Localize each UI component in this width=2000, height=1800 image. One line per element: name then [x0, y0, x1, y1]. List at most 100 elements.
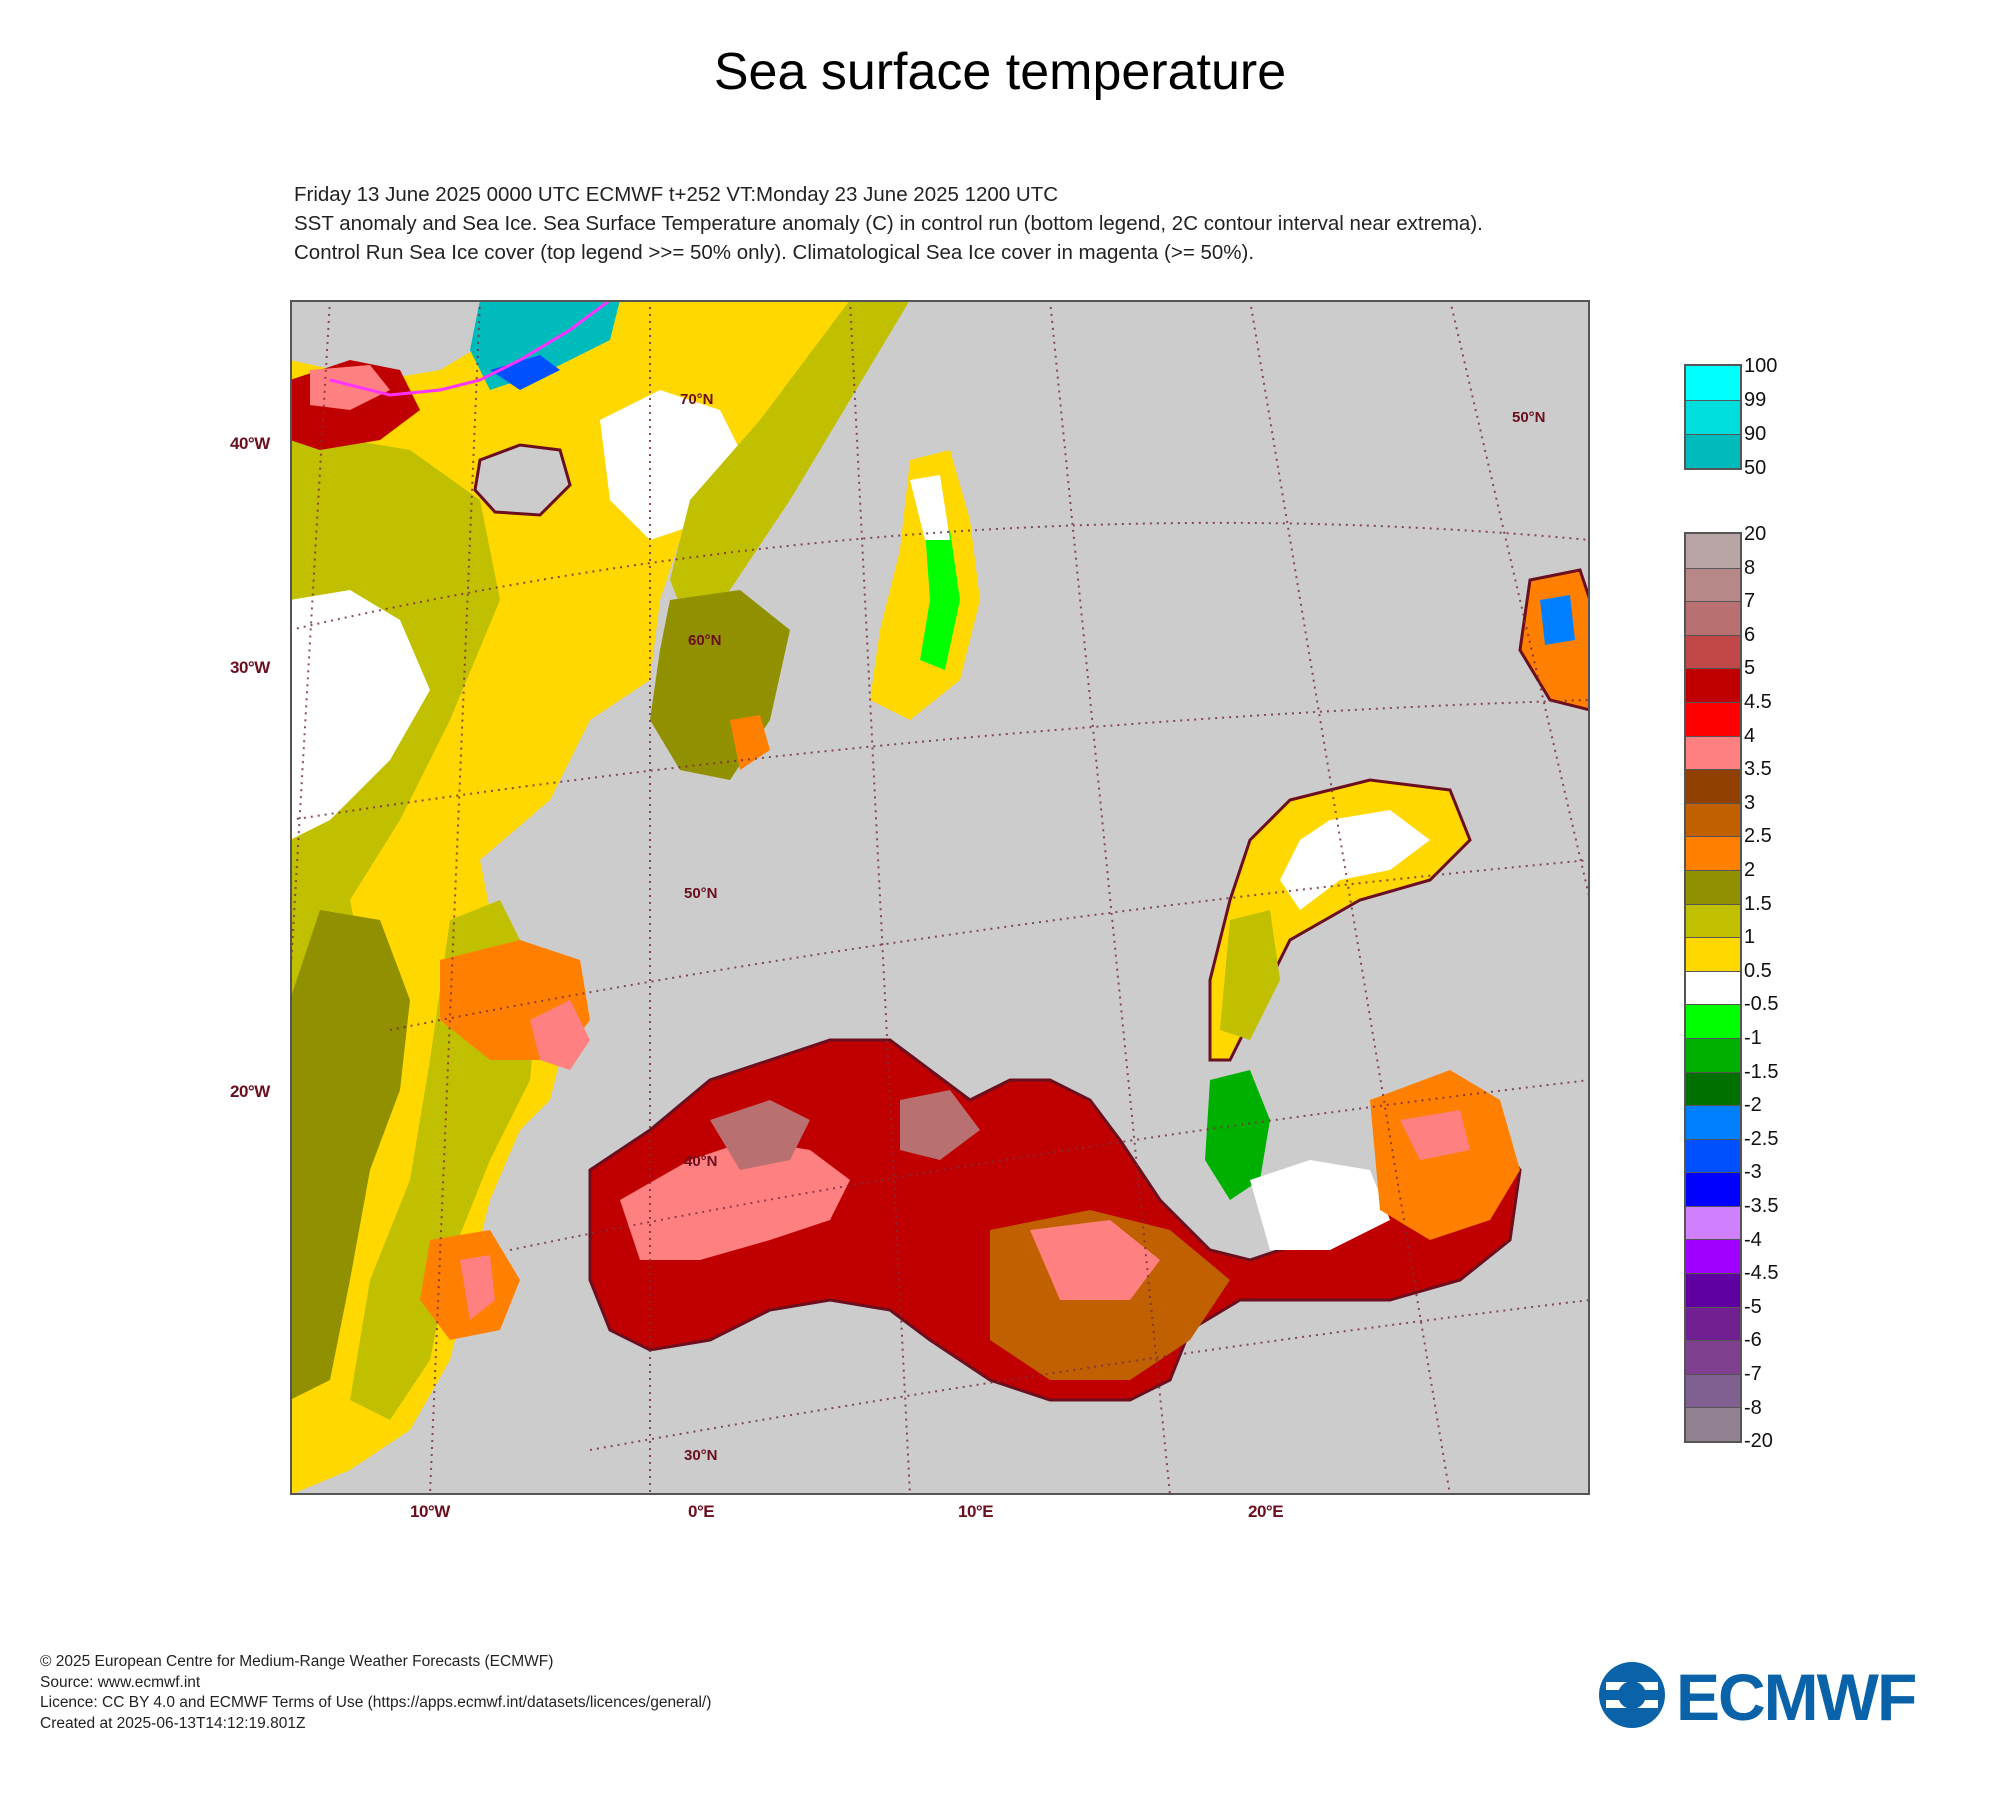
chart-subtitle: Friday 13 June 2025 0000 UTC ECMWF t+252…	[294, 180, 1483, 267]
footer-created: Created at 2025-06-13T14:12:19.801Z	[40, 1714, 306, 1732]
sst-legend-swatch	[1686, 802, 1740, 837]
sst-legend-swatch	[1686, 1340, 1740, 1374]
chart-title: Sea surface temperature	[713, 43, 1287, 101]
sst-legend-label: 20	[1744, 523, 1767, 545]
sst-legend-label: -0.5	[1744, 993, 1779, 1016]
sst-legend-label: -20	[1744, 1430, 1773, 1453]
sst-legend-label: -1.5	[1744, 1060, 1779, 1083]
lon-label-20w: 20°W	[230, 1082, 270, 1101]
aegean-green	[1205, 1070, 1270, 1200]
sst-legend-swatch	[1686, 567, 1740, 602]
ionian-red	[1030, 1220, 1160, 1300]
baltic-sea	[870, 450, 980, 720]
sst-legend-label: 0.5	[1744, 959, 1772, 982]
sea-ice-legend-colorbar	[1684, 364, 1742, 470]
sst-legend-label: -5	[1744, 1295, 1762, 1318]
sst-legend-swatch	[1686, 1205, 1740, 1240]
gibraltar-red	[460, 1255, 495, 1320]
sst-legend-swatch	[1686, 735, 1740, 770]
atlantic-white-patch	[290, 590, 430, 840]
sst-legend-swatch	[1686, 903, 1740, 938]
sea-ice-legend-label: 50	[1744, 457, 1767, 479]
lon-label-40w: 40°W	[230, 434, 270, 453]
sst-legend-swatch	[1686, 970, 1740, 1005]
sst-legend-swatch	[1686, 1105, 1740, 1139]
med-brown-2	[900, 1090, 980, 1160]
sst-legend-label: -4	[1744, 1228, 1762, 1251]
lon-label-10e: 10°E	[958, 1502, 994, 1521]
sst-anomaly-map: 70°N 60°N 50°N 40°N 30°N 50°N	[290, 300, 1590, 1495]
sea-ice-legend-label: 100	[1744, 355, 1778, 377]
sst-legend-label: -4.5	[1744, 1262, 1779, 1285]
lon-label-30w: 30°W	[230, 658, 270, 677]
aegean-white	[1250, 1160, 1390, 1250]
inner-label-70n: 70°N	[680, 391, 714, 408]
sst-legend-label: 3.5	[1744, 758, 1772, 781]
ecmwf-logo-text: ECMWF	[1676, 1660, 1915, 1730]
sst-legend-label: 8	[1744, 556, 1756, 579]
inner-label-50n-east: 50°N	[1512, 409, 1546, 426]
sst-legend-swatch	[1686, 668, 1740, 702]
med-pink	[620, 1140, 850, 1260]
graticule	[290, 300, 1590, 1495]
inner-label-50n: 50°N	[684, 885, 718, 902]
sst-legend-colorbar	[1684, 532, 1742, 1444]
inner-label-30n: 30°N	[684, 1447, 718, 1464]
sst-legend-swatch	[1686, 937, 1740, 971]
sst-legend-label: 2.5	[1744, 825, 1772, 848]
sst-legend-swatch	[1686, 1138, 1740, 1173]
footer: © 2025 European Centre for Medium-Range …	[40, 1652, 711, 1734]
sst-legend-label: 1	[1744, 926, 1756, 949]
sst-legend-label: 1.5	[1744, 892, 1772, 915]
sst-legend-label: 4	[1744, 724, 1756, 747]
sst-legend-swatch	[1686, 534, 1740, 568]
caspian-blue	[1540, 595, 1575, 645]
biscay-red	[530, 1000, 590, 1070]
sst-legend-swatch	[1686, 701, 1740, 736]
sst-legend-label: -8	[1744, 1396, 1762, 1419]
sst-legend-label: 5	[1744, 657, 1756, 680]
sst-legend-label: -1	[1744, 1027, 1762, 1049]
levant-pink	[1400, 1110, 1470, 1160]
iceland	[473, 443, 572, 517]
lon-label-0e: 0°E	[688, 1502, 715, 1521]
inner-label-40n: 40°N	[684, 1153, 718, 1170]
sst-legend-swatch	[1686, 769, 1740, 803]
sst-legend-label: -2	[1744, 1094, 1762, 1117]
sst-legend-label: -7	[1744, 1363, 1762, 1385]
footer-source: Source: www.ecmwf.int	[40, 1673, 201, 1691]
sst-legend-swatch	[1686, 1373, 1740, 1408]
sst-legend-swatch	[1686, 1273, 1740, 1307]
black-sea-white	[1280, 810, 1430, 910]
subtitle-line-3: Control Run Sea Ice cover (top legend >>…	[294, 241, 1255, 264]
atlantic-olive-band-2	[290, 910, 410, 1400]
footer-copyright: © 2025 European Centre for Medium-Range …	[40, 1653, 554, 1670]
north-sea-orange	[730, 715, 770, 770]
black-sea-olive	[1220, 910, 1280, 1040]
sst-legend-swatch	[1686, 869, 1740, 904]
map-frame	[290, 300, 1590, 1495]
inner-label-60n: 60°N	[688, 632, 722, 649]
sst-legend-label: -6	[1744, 1329, 1762, 1352]
subtitle-line-2: SST anomaly and Sea Ice. Sea Surface Tem…	[294, 212, 1483, 235]
lon-label-10w: 10°W	[410, 1502, 450, 1521]
greenland-pink	[310, 365, 390, 410]
gulf-bothnia-white	[910, 475, 950, 540]
med-brown	[710, 1100, 810, 1170]
sea-ice-legend-label: 99	[1744, 389, 1767, 411]
sst-legend-swatch	[1686, 1306, 1740, 1341]
sst-legend-swatch	[1686, 1239, 1740, 1274]
sst-legend-swatch	[1686, 634, 1740, 669]
sea-ice-legend-swatch	[1686, 434, 1740, 468]
sst-legend-label: -3.5	[1744, 1195, 1779, 1217]
norwegian-sea	[670, 300, 910, 630]
sea-ice-legend-swatch	[1686, 400, 1740, 434]
sst-legend-label: 6	[1744, 623, 1756, 646]
sst-legend-swatch	[1686, 836, 1740, 870]
sst-legend-swatch	[1686, 1407, 1740, 1442]
sst-legend-label: 4.5	[1744, 691, 1772, 713]
sst-legend-label: 7	[1744, 590, 1756, 613]
lon-label-20e: 20°E	[1248, 1502, 1284, 1521]
sst-legend-label: 3	[1744, 791, 1756, 814]
sea-ice-blue	[490, 355, 560, 390]
